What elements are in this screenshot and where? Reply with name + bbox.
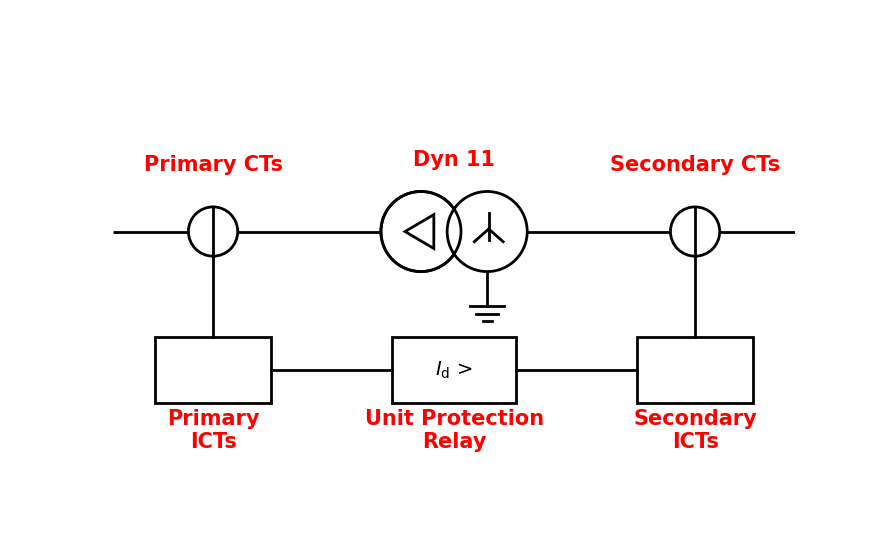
Text: Secondary CTs: Secondary CTs — [610, 155, 781, 175]
Text: Primary
ICTs: Primary ICTs — [167, 409, 260, 452]
Circle shape — [381, 192, 461, 272]
Text: Unit Protection
Relay: Unit Protection Relay — [364, 409, 544, 452]
Circle shape — [671, 207, 719, 256]
Text: $I_\mathrm{d}$ >: $I_\mathrm{d}$ > — [435, 359, 473, 381]
Bar — [637, 337, 753, 403]
Bar — [155, 337, 271, 403]
Bar — [392, 337, 516, 403]
Text: Dyn 11: Dyn 11 — [413, 150, 495, 170]
Circle shape — [447, 192, 527, 272]
Text: Primary CTs: Primary CTs — [144, 155, 283, 175]
Text: Secondary
ICTs: Secondary ICTs — [633, 409, 757, 452]
Circle shape — [189, 207, 237, 256]
